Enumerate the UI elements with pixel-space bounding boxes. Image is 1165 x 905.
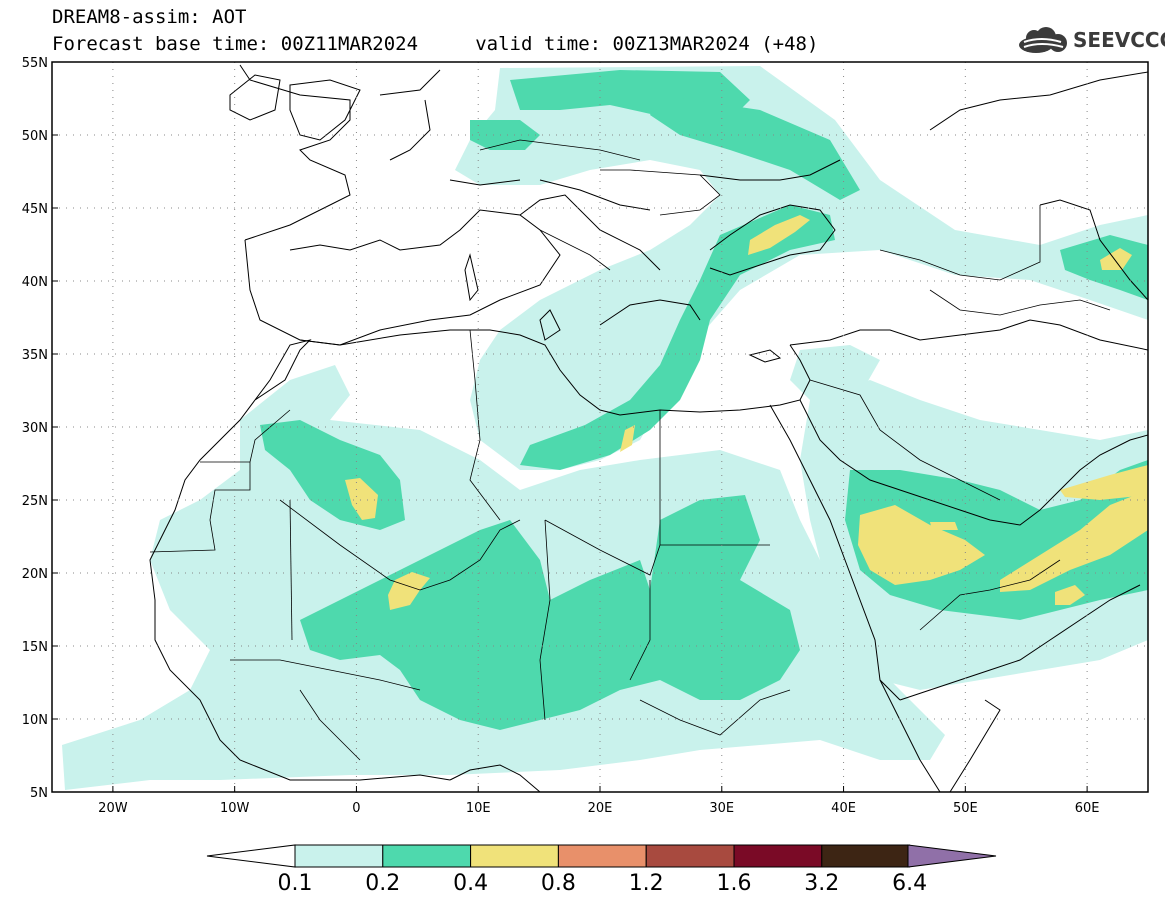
lon-label: 30E <box>709 801 734 816</box>
lon-label: 40E <box>831 801 856 816</box>
colorbar-label: 0.1 <box>277 871 313 896</box>
logo-text: SEEVCCC <box>1073 28 1165 52</box>
colorbar-box <box>557 844 647 868</box>
lat-label: 30N <box>22 421 48 436</box>
forecast-time-line: Forecast base time: 00Z11MAR2024 valid t… <box>52 33 819 55</box>
coastlines <box>149 64 1148 792</box>
country-borders <box>149 139 1111 761</box>
colorbar-box <box>382 844 472 868</box>
cloud-logo-icon <box>1019 27 1067 53</box>
colorbar-label: 1.6 <box>716 871 752 896</box>
colorbar-box <box>733 844 823 868</box>
aot-level-0-4 <box>345 215 1148 610</box>
colorbar-label: 6.4 <box>892 871 928 896</box>
lon-label: 60E <box>1075 801 1100 816</box>
graticule <box>52 62 1148 792</box>
colorbar-high-arrow <box>907 844 997 868</box>
colorbar-label: 3.2 <box>804 871 840 896</box>
lat-label: 55N <box>22 56 48 71</box>
lat-label: 25N <box>22 494 48 509</box>
lat-label: 50N <box>22 129 48 144</box>
lon-label: 20E <box>588 801 613 816</box>
aot-field-layers <box>62 66 1148 790</box>
colorbar-label: 0.4 <box>453 871 489 896</box>
lon-label: 10W <box>220 801 250 816</box>
lat-label: 5N <box>30 786 48 801</box>
map-title: DREAM8-assim: AOT <box>52 6 247 28</box>
colorbar-box <box>294 844 384 868</box>
colorbar-label: 1.2 <box>628 871 664 896</box>
colorbar-box <box>821 844 911 868</box>
colorbar <box>206 844 997 868</box>
lon-label: 50E <box>953 801 978 816</box>
lat-label: 15N <box>22 640 48 655</box>
lat-label: 10N <box>22 713 48 728</box>
colorbar-low-arrow <box>206 844 296 868</box>
lat-label: 40N <box>22 275 48 290</box>
lon-label: 10E <box>466 801 491 816</box>
lat-label: 35N <box>22 348 48 363</box>
latitude-labels: 55N 50N 45N 40N 35N 30N 25N 20N 15N 10N 5N <box>22 56 48 801</box>
lat-label: 20N <box>22 567 48 582</box>
axis-ticks <box>52 61 1088 793</box>
lat-label: 45N <box>22 202 48 217</box>
longitude-labels: 20W 10W 0 10E 20E 30E 40E 50E 60E <box>98 801 1099 816</box>
lon-label: 20W <box>98 801 128 816</box>
colorbar-box <box>645 844 735 868</box>
colorbar-label: 0.8 <box>540 871 576 896</box>
lon-label: 0 <box>352 801 360 816</box>
colorbar-box <box>470 844 559 868</box>
colorbar-label: 0.2 <box>365 871 401 896</box>
